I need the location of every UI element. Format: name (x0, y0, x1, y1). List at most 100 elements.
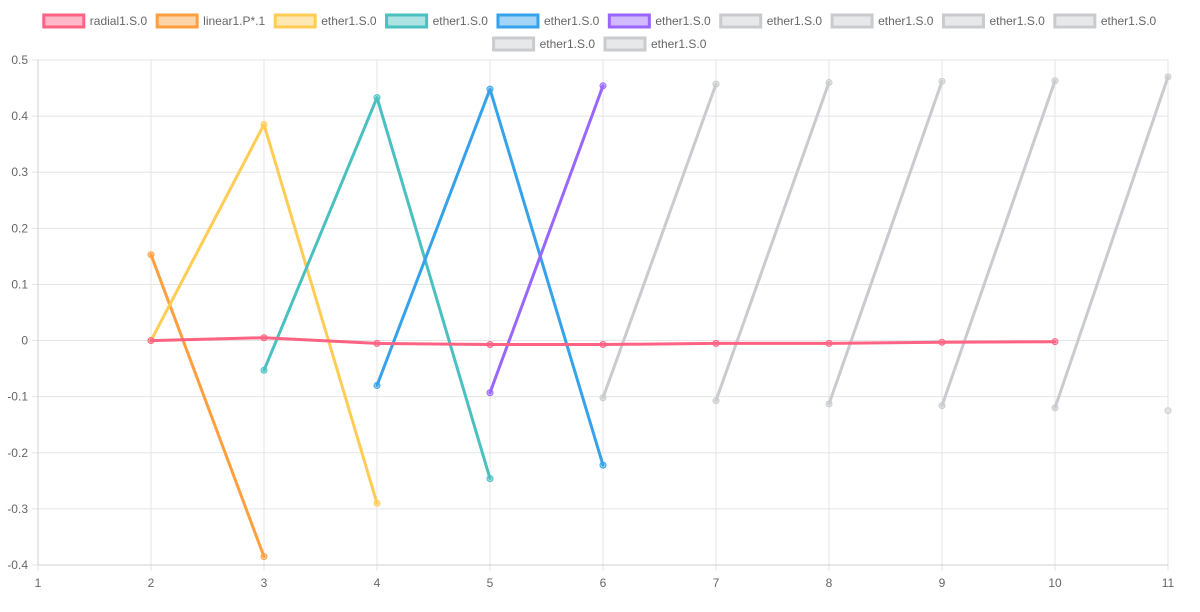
series-3 (260, 94, 494, 483)
y-tick-label: 0.3 (11, 165, 28, 179)
data-point (825, 400, 833, 408)
x-tick-label: 5 (487, 576, 494, 590)
series-0 (147, 334, 1059, 348)
y-tick-label: -0.1 (7, 390, 28, 404)
legend-swatch (603, 36, 647, 52)
legend-swatch (719, 13, 763, 29)
series-layer (147, 73, 1172, 561)
x-tick-label: 1 (35, 576, 42, 590)
y-tick-label: -0.4 (7, 558, 28, 572)
legend-swatch (42, 13, 86, 29)
series-line (714, 80, 831, 403)
legend-item: ether1.S.0 (496, 13, 600, 29)
legend-label: ether1.S.0 (767, 14, 823, 28)
data-point (1051, 338, 1059, 346)
data-point (373, 339, 381, 347)
legend-item: ether1.S.0 (830, 13, 934, 29)
series-line (488, 84, 605, 395)
series-10 (1051, 73, 1172, 412)
y-tick-label: 0.2 (11, 221, 28, 235)
legend-item: ether1.S.0 (603, 36, 707, 52)
data-point (1164, 73, 1172, 81)
data-point (260, 553, 268, 561)
data-point (486, 340, 494, 348)
data-point (260, 121, 268, 129)
legend-item: radial1.S.0 (42, 13, 148, 29)
legend-swatch (941, 13, 985, 29)
y-tick-label: -0.2 (7, 446, 28, 460)
legend: radial1.S.0 linear1.P*.1 ether1.S.0 ether1.… (42, 13, 1157, 52)
legend-label: radial1.S.0 (90, 14, 148, 28)
x-tick-label: 9 (939, 576, 946, 590)
series-1 (147, 251, 268, 561)
series-line (149, 253, 266, 559)
series-line (601, 82, 718, 400)
legend-label: linear1.P*.1 (203, 14, 265, 28)
legend-item: linear1.P*.1 (155, 13, 266, 29)
legend-item: ether1.S.0 (1053, 13, 1157, 29)
series-11 (1164, 407, 1172, 415)
axes: 1 2 3 4 5 6 7 8 9 10 11 0.5 0.4 0.3 0.2 0.1 0 -0.1 -0.2 -0.… (7, 53, 1174, 590)
legend-label: ether1.S.0 (1101, 14, 1157, 28)
y-tick-label: -0.3 (7, 502, 28, 516)
grid (32, 59, 1169, 571)
x-tick-label: 8 (826, 576, 833, 590)
legend-item: ether1.S.0 (719, 13, 823, 29)
legend-item: ether1.S.0 (273, 13, 377, 29)
data-point (147, 337, 155, 345)
data-point (260, 366, 268, 374)
legend-item: ether1.S.0 (607, 13, 711, 29)
x-tick-label: 11 (1162, 576, 1175, 590)
legend-swatch (273, 13, 317, 29)
data-point (938, 338, 946, 346)
data-point (1051, 77, 1059, 85)
legend-label: ether1.S.0 (989, 14, 1045, 28)
data-point (486, 475, 494, 483)
data-point (712, 80, 720, 88)
legend-label: ether1.S.0 (544, 14, 600, 28)
series-line (149, 336, 1057, 346)
x-tick-label: 6 (600, 576, 607, 590)
series-line (827, 79, 944, 406)
legend-label: ether1.S.0 (651, 37, 707, 51)
legend-item: ether1.S.0 (385, 13, 488, 29)
legend-swatch (492, 36, 536, 52)
data-point (599, 82, 607, 90)
legend-swatch (155, 13, 199, 29)
series-line (149, 123, 379, 505)
x-tick-label: 2 (148, 576, 155, 590)
legend-label: ether1.S.0 (321, 14, 377, 28)
x-tick-label: 3 (261, 576, 268, 590)
data-point (712, 339, 720, 347)
data-point (486, 389, 494, 397)
data-point (599, 340, 607, 348)
series-7 (712, 78, 833, 405)
data-point (373, 499, 381, 507)
legend-swatch (385, 13, 429, 29)
legend-label: ether1.S.0 (540, 37, 596, 51)
series-8 (825, 77, 946, 408)
x-tick-label: 10 (1048, 576, 1062, 590)
y-tick-label: 0.1 (11, 277, 28, 291)
series-5 (486, 82, 607, 397)
data-point (147, 251, 155, 259)
legend-swatch (496, 13, 540, 29)
data-point (373, 94, 381, 102)
legend-swatch (830, 13, 874, 29)
data-point (373, 381, 381, 389)
y-tick-label: 0 (21, 334, 28, 348)
legend-swatch (607, 13, 651, 29)
y-tick-label: 0.4 (11, 109, 28, 123)
legend-label: ether1.S.0 (655, 14, 711, 28)
series-9 (938, 77, 1059, 410)
data-point (1051, 404, 1059, 412)
data-point (825, 339, 833, 347)
legend-item: ether1.S.0 (941, 13, 1045, 29)
series-6 (599, 80, 720, 402)
series-4 (373, 85, 607, 469)
x-tick-label: 4 (374, 576, 381, 590)
series-line (1053, 75, 1170, 410)
legend-item: ether1.S.0 (492, 36, 596, 52)
